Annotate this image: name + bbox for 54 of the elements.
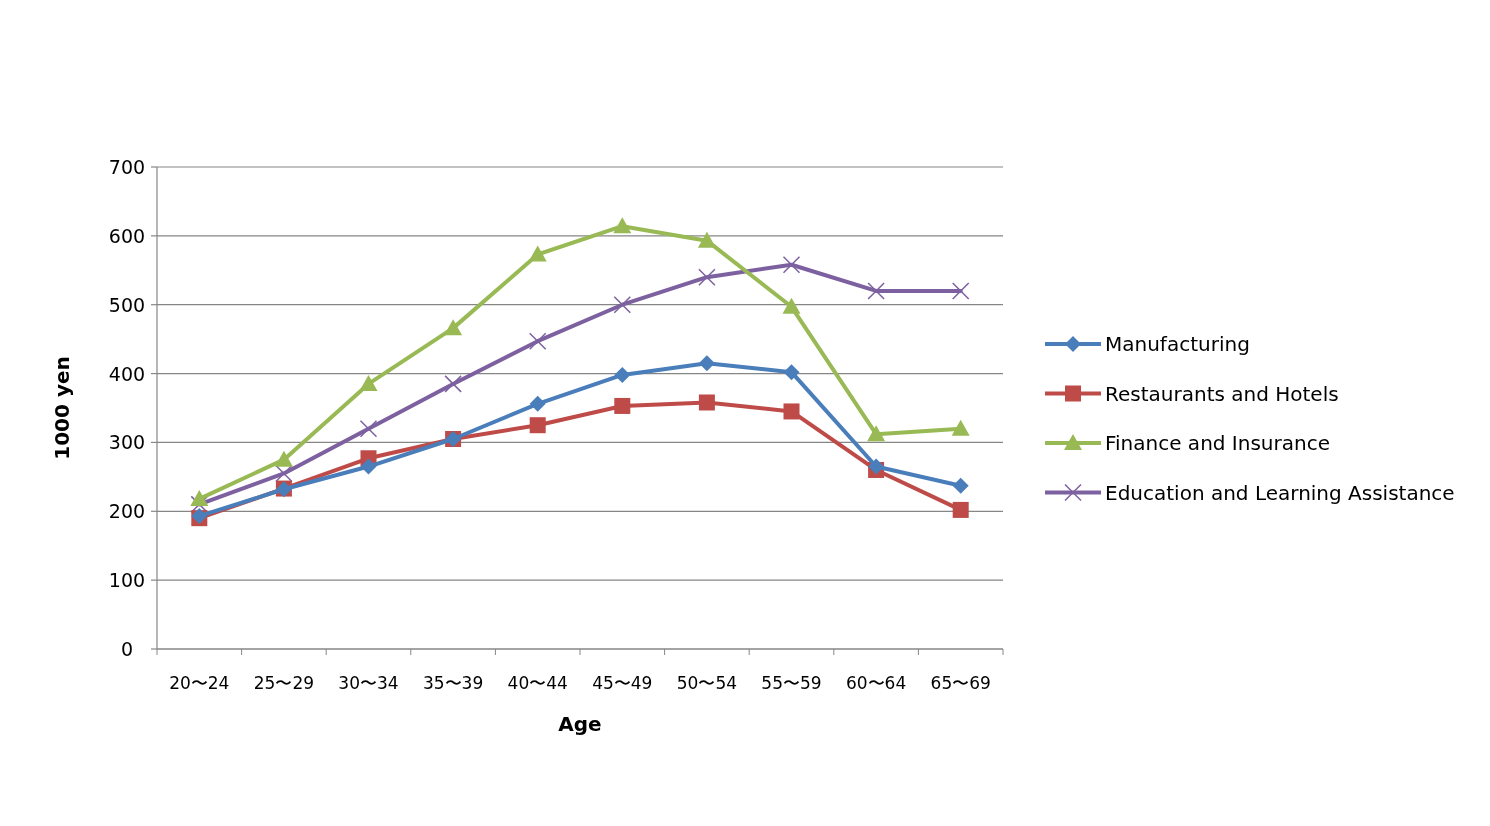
point <box>444 319 463 336</box>
point <box>190 489 209 506</box>
x-tick-label: 45〜49 <box>592 673 653 693</box>
x-tick-label: 25〜29 <box>253 673 315 693</box>
point <box>614 397 631 414</box>
point <box>360 458 377 475</box>
point <box>274 450 293 467</box>
point <box>698 394 715 411</box>
x-tick-label: 30〜34 <box>338 673 399 693</box>
x-tick-label: 55〜59 <box>761 673 822 693</box>
point <box>528 332 547 350</box>
y-tick-label: 100 <box>108 569 146 592</box>
x-tick-label: 65〜69 <box>930 673 991 693</box>
point <box>613 295 632 314</box>
x-axis-title: Age <box>558 712 602 736</box>
point <box>867 425 886 442</box>
x-tick-label: 60〜64 <box>845 673 907 693</box>
legend-label: Finance and Insurance <box>1105 431 1330 455</box>
point <box>952 477 969 494</box>
point <box>613 217 632 234</box>
point <box>528 245 547 262</box>
y-tick-label: 700 <box>108 156 146 178</box>
point <box>529 417 546 434</box>
legend-label: Restaurants and Hotels <box>1105 381 1339 406</box>
point <box>782 256 801 274</box>
point <box>359 374 378 391</box>
point <box>359 419 378 438</box>
legend-label: Manufacturing <box>1105 332 1250 356</box>
y-tick-label: 200 <box>108 500 146 523</box>
point <box>614 366 631 383</box>
point <box>698 268 716 286</box>
x-tick-label: 50〜54 <box>676 673 738 693</box>
y-tick-label: 500 <box>108 293 146 316</box>
point <box>783 403 800 420</box>
point <box>951 282 970 300</box>
point <box>697 231 716 248</box>
x-tick-label: 40〜44 <box>507 673 568 693</box>
point <box>444 375 462 393</box>
point <box>951 419 970 436</box>
point <box>275 464 293 483</box>
x-tick-label: 35〜39 <box>422 673 484 693</box>
y-tick-label: 400 <box>108 362 146 385</box>
y-axis-title: 1000 yen <box>50 356 74 460</box>
point <box>952 501 969 518</box>
point <box>867 282 885 300</box>
point <box>529 395 546 412</box>
y-tick-label: 0 <box>120 638 134 660</box>
point <box>783 364 800 381</box>
legend-label: Education and Learning Assistance <box>1105 480 1455 505</box>
x-tick-label: 20〜24 <box>169 673 230 693</box>
y-tick-label: 600 <box>108 224 146 247</box>
y-tick-label: 300 <box>108 431 146 454</box>
point <box>782 297 801 314</box>
point <box>698 355 715 372</box>
